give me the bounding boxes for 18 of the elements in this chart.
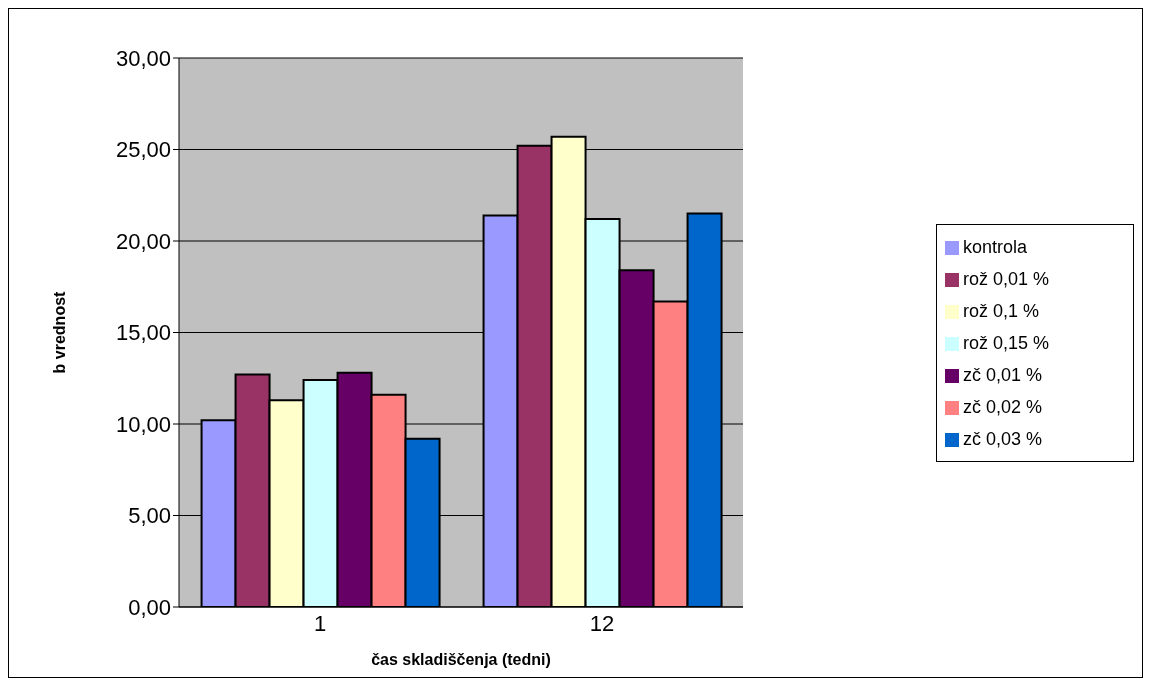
legend-label: zč 0,02 % (963, 397, 1043, 417)
y-tick-label: 20,00 (115, 228, 171, 254)
legend-label: rož 0,1 % (963, 301, 1040, 321)
x-tick-label: 12 (589, 610, 615, 636)
y-tick-label: 5,00 (128, 503, 171, 529)
y-tick-label: 30,00 (115, 45, 171, 71)
legend-label: rož 0,15 % (963, 333, 1050, 353)
legend-label: kontrola (963, 237, 1028, 257)
y-axis-title: b vrednost (50, 290, 68, 374)
y-tick-label: 15,00 (115, 320, 171, 346)
legend-label: zč 0,03 % (963, 429, 1043, 449)
y-tick-label: 10,00 (115, 411, 171, 437)
x-axis-title: čas skladiščenja (tedni) (371, 651, 551, 668)
legend-label: zč 0,01 % (963, 365, 1043, 385)
x-tick-label: 1 (313, 610, 327, 636)
y-tick-label: 0,00 (128, 594, 171, 620)
legend-label: rož 0,01 % (963, 269, 1050, 289)
y-tick-label: 25,00 (115, 137, 171, 163)
